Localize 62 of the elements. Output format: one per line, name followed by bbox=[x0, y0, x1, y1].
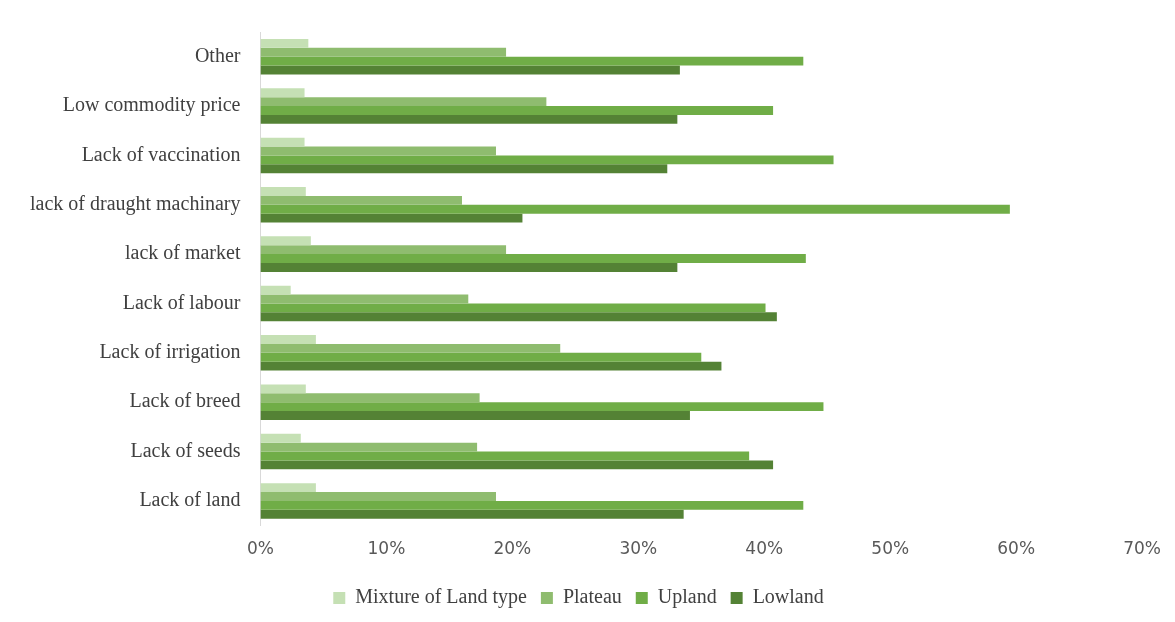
bar bbox=[260, 384, 306, 394]
bar bbox=[260, 56, 804, 66]
bar bbox=[260, 65, 680, 75]
bar bbox=[260, 500, 804, 510]
bar bbox=[260, 509, 684, 519]
bar bbox=[260, 155, 834, 165]
bar bbox=[260, 106, 774, 115]
bar bbox=[260, 361, 722, 371]
y-tick-label: Lack of seeds bbox=[130, 438, 241, 461]
y-tick-label: lack of draught machinary bbox=[30, 192, 241, 216]
bar bbox=[260, 204, 1010, 214]
bar bbox=[260, 352, 702, 362]
bar bbox=[260, 442, 478, 452]
bar bbox=[260, 303, 766, 313]
legend-label: Lowland bbox=[752, 585, 824, 608]
bar bbox=[260, 137, 305, 147]
legend-label: Upland bbox=[657, 585, 717, 609]
y-tick-label: Lack of breed bbox=[129, 389, 241, 412]
bar bbox=[260, 88, 305, 98]
bar bbox=[260, 312, 777, 322]
bar bbox=[260, 97, 547, 107]
bar bbox=[260, 164, 668, 174]
bar bbox=[260, 186, 306, 196]
x-tick-label: 20% bbox=[493, 538, 532, 559]
bar bbox=[260, 236, 311, 246]
x-tick-label: 0% bbox=[246, 538, 274, 559]
y-tick-label: Lack of vaccination bbox=[81, 142, 241, 165]
legend-label: Mixture of Land type bbox=[355, 585, 528, 609]
y-tick-label: Other bbox=[194, 43, 241, 66]
y-tick-label: Lack of labour bbox=[122, 290, 241, 313]
bar bbox=[260, 335, 316, 344]
bar bbox=[260, 146, 496, 156]
bar bbox=[260, 254, 806, 264]
bar bbox=[260, 47, 507, 57]
y-tick-label: lack of market bbox=[124, 241, 241, 264]
y-tick-label: Lack of land bbox=[139, 488, 241, 511]
x-tick-label: 40% bbox=[745, 538, 784, 559]
x-tick-label: 10% bbox=[367, 538, 406, 559]
bar bbox=[260, 285, 291, 295]
bar bbox=[260, 343, 561, 353]
bar bbox=[260, 433, 301, 443]
x-tick-label: 30% bbox=[619, 538, 658, 559]
bar bbox=[260, 492, 496, 501]
bar bbox=[260, 294, 469, 304]
bar bbox=[260, 114, 678, 124]
x-tick-label: 70% bbox=[1123, 538, 1162, 559]
bar bbox=[260, 245, 507, 255]
bar bbox=[260, 213, 523, 223]
bar bbox=[260, 451, 750, 461]
x-tick-label: 50% bbox=[871, 538, 910, 559]
bar bbox=[260, 263, 678, 272]
bar bbox=[260, 483, 316, 493]
bar bbox=[260, 460, 774, 470]
bar bbox=[260, 411, 690, 420]
bar bbox=[260, 393, 480, 403]
legend-label: Plateau bbox=[562, 585, 622, 608]
y-tick-label: Low commodity price bbox=[62, 93, 241, 117]
y-tick-label: Lack of irrigation bbox=[99, 340, 241, 364]
bar bbox=[260, 38, 309, 48]
bar bbox=[260, 195, 462, 205]
x-tick-label: 60% bbox=[997, 538, 1036, 559]
bar bbox=[260, 402, 824, 412]
